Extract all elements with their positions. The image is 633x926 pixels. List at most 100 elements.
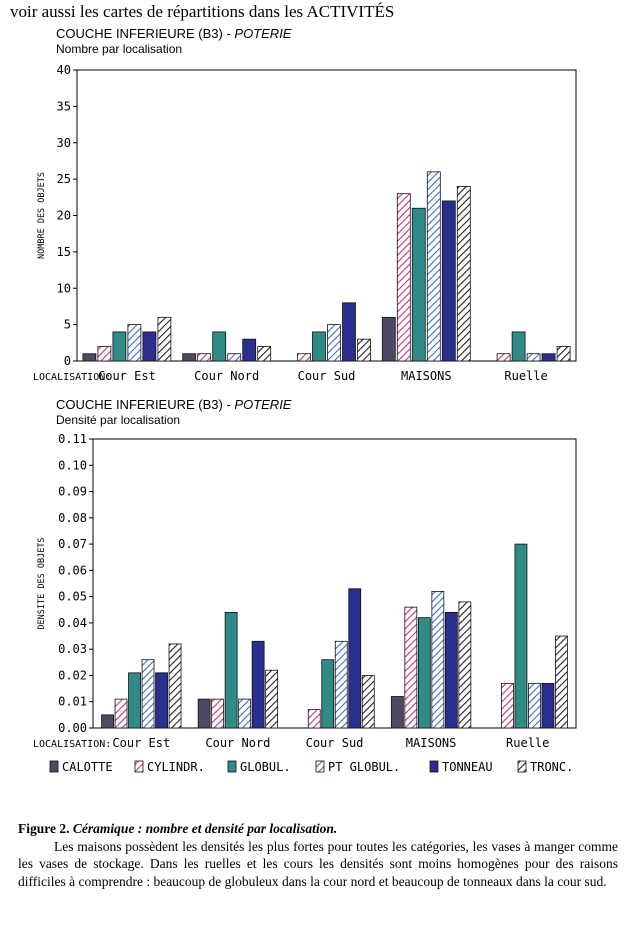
bar-tonneau-maisons [441, 200, 456, 362]
bar-globul-ruelle [514, 543, 528, 729]
legend-swatch-calotte [49, 760, 59, 773]
caption-title: Céramique : nombre et densité par locali… [72, 821, 338, 836]
bar-tronc-cour-sud [357, 338, 371, 362]
y-axis-label: NOMBRE DES OBJETS [37, 172, 47, 259]
legend-label-tronc: TRONC. [530, 760, 573, 774]
y-tick-label: 20 [57, 209, 71, 223]
y-tick-label: 0.09 [58, 485, 87, 499]
bar-pt-globul-cour-est [141, 659, 155, 729]
bar-calotte-cour-est [101, 714, 114, 729]
bar-cylindr-maisons [404, 606, 418, 729]
bar-tonneau-cour-nord [251, 640, 265, 729]
bar-calotte-cour-est [82, 353, 97, 362]
x-tick-label: MAISONS [401, 369, 452, 383]
caption-text: Les maisons possèdent les densités les p… [18, 838, 618, 889]
chart2-title-main: COUCHE INFERIEURE (B3) - [56, 397, 235, 412]
x-axis-label: LOCALISATION: [33, 739, 111, 750]
bar-tronc-cour-est [157, 316, 172, 362]
y-tick-label: 0.10 [58, 458, 87, 472]
bar-cylindr-cour-est [114, 698, 128, 729]
bar-calotte-cour-nord [197, 698, 211, 729]
plot-frame [92, 438, 577, 729]
figure-caption: Figure 2. Céramique : nombre et densité … [18, 820, 618, 890]
bar-globul-maisons [411, 207, 426, 362]
bar-tronc-cour-nord [257, 346, 272, 362]
bar-tonneau-ruelle [541, 353, 556, 362]
chart1-title-main: COUCHE INFERIEURE (B3) - [56, 26, 235, 41]
bar-globul-cour-est [112, 331, 127, 362]
y-tick-label: 40 [57, 63, 71, 77]
bar-tronc-cour-nord [265, 669, 279, 729]
bar-pt-globul-cour-sud [327, 324, 341, 362]
x-tick-label: Cour Sud [306, 736, 364, 750]
bar-tronc-cour-sud [361, 675, 375, 729]
legend-label-calotte: CALOTTE [62, 760, 113, 774]
bar-tonneau-ruelle [541, 682, 555, 729]
y-tick-label: 35 [57, 99, 71, 113]
y-tick-label: 0.01 [58, 695, 87, 709]
chart2-title-italic: POTERIE [234, 397, 292, 412]
y-tick-label: 0.04 [58, 616, 87, 630]
bar-globul-maisons [417, 617, 431, 729]
x-tick-label: Cour Nord [194, 369, 259, 383]
bar-tronc-maisons [456, 185, 471, 362]
bar-cylindr-cour-nord [211, 698, 225, 729]
header-note: voir aussi les cartes de répartitions da… [10, 2, 395, 21]
y-tick-label: 30 [57, 136, 71, 150]
legend-label-globul: GLOBUL. [240, 760, 291, 774]
bar-globul-ruelle [511, 331, 526, 362]
bar-calotte-cour-nord [182, 353, 197, 362]
bar-cylindr-cour-est [97, 346, 112, 362]
x-tick-label: Cour Nord [205, 736, 270, 750]
caption-heading: Figure 2. Céramique : nombre et densité … [18, 821, 337, 836]
x-axis-label: LOCALISATION: [33, 372, 111, 383]
bar-tonneau-cour-est [142, 331, 157, 362]
bar-globul-cour-nord [224, 611, 238, 729]
chart1-title-italic: POTERIE [234, 26, 292, 41]
chart1-title: COUCHE INFERIEURE (B3) - POTERIE [56, 27, 291, 41]
y-tick-label: 5 [64, 318, 71, 332]
y-tick-label: 0.00 [58, 721, 87, 735]
y-tick-label: 0.11 [58, 432, 87, 446]
y-tick-label: 15 [57, 245, 71, 259]
y-tick-label: 0.08 [58, 511, 87, 525]
y-tick-label: 10 [57, 281, 71, 295]
y-tick-label: 0.06 [58, 563, 87, 577]
legend-swatch-globul [227, 760, 237, 773]
bar-globul-cour-sud [321, 659, 335, 729]
bar-pt-globul-ruelle [526, 353, 541, 362]
legend-swatch-cylindr [134, 760, 144, 773]
bar-globul-cour-sud [312, 331, 326, 362]
bar-cylindr-ruelle [496, 353, 511, 362]
bar-calotte-maisons [381, 316, 396, 362]
bar-tronc-cour-est [168, 643, 182, 729]
legend-swatch-tonneau [429, 760, 439, 773]
y-tick-label: 0.05 [58, 590, 87, 604]
bar-pt-globul-cour-est [127, 324, 142, 362]
bar-pt-globul-maisons [431, 590, 445, 729]
legend-label-pt-globul: PT GLOBUL. [328, 760, 400, 774]
y-tick-label: 0.02 [58, 668, 87, 682]
bar-globul-cour-est [128, 672, 141, 729]
y-tick-label: 0.07 [58, 537, 87, 551]
chart-densite: 0.00 0.01 0.02 0.03 0.04 0.05 0.06 0.07 0.08 0.09… [33, 432, 577, 774]
bar-pt-globul-maisons [426, 171, 441, 362]
bar-calotte-maisons [390, 696, 404, 729]
bar-tonneau-cour-sud [342, 302, 356, 362]
x-tick-label: Cour Est [98, 369, 156, 383]
chart1-subtitle: Nombre par localisation [56, 42, 183, 56]
bar-cylindr-cour-sud [297, 353, 311, 362]
y-tick-label: 0.03 [58, 642, 87, 656]
bar-pt-globul-cour-nord [238, 698, 252, 729]
y-tick-label: 25 [57, 172, 71, 186]
bar-cylindr-cour-nord [197, 353, 212, 362]
y-tick-label: 0 [64, 354, 71, 368]
x-tick-label: Cour Sud [298, 369, 356, 383]
bar-tronc-ruelle [556, 346, 571, 362]
x-tick-label: Ruelle [506, 736, 549, 750]
legend-label-cylindr: CYLINDR. [147, 760, 205, 774]
bar-tonneau-cour-est [155, 672, 168, 729]
x-tick-label: Ruelle [504, 369, 547, 383]
legend-label-tonneau: TONNEAU [442, 760, 493, 774]
bar-cylindr-ruelle [501, 682, 514, 729]
